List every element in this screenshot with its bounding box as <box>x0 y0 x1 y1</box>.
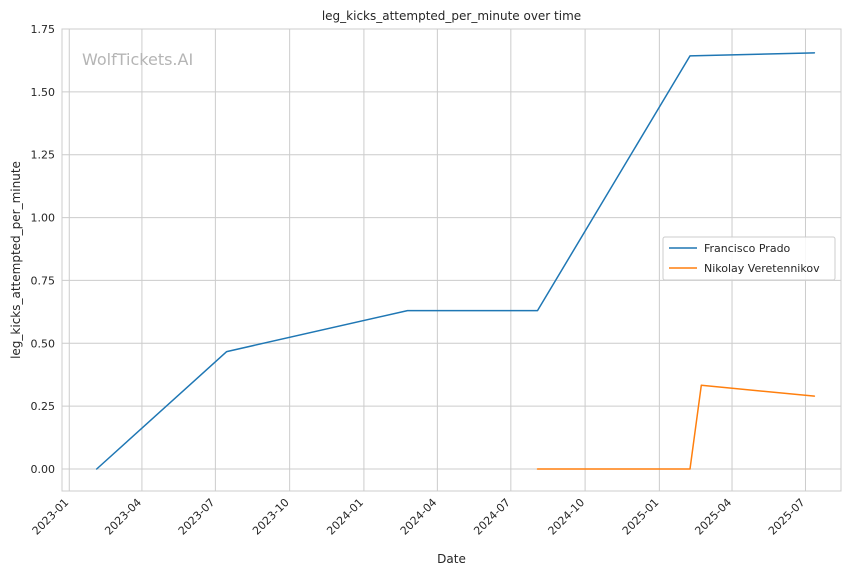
x-tick-label: 2025-04 <box>692 496 734 538</box>
x-tick-label: 2023-07 <box>176 496 218 538</box>
legend-box <box>662 236 836 281</box>
plot-frame <box>61 28 842 492</box>
legend: Francisco Prado Nikolay Veretennikov <box>662 236 836 281</box>
series-line-2 <box>536 384 816 470</box>
series-line-1 <box>95 52 816 470</box>
legend-label: Nikolay Veretennikov <box>704 262 820 275</box>
x-tick-label: 2024-07 <box>471 496 513 538</box>
x-tick-labels: 2023-01 2023-04 2023-07 2023-10 2024-01 2024-… <box>30 496 808 538</box>
x-tick-label: 2024-04 <box>398 496 440 538</box>
y-tick-label: 0.00 <box>31 463 56 476</box>
grid <box>62 28 841 491</box>
series-layer <box>95 52 816 470</box>
x-tick-label: 2023-01 <box>30 496 72 538</box>
legend-label: Francisco Prado <box>704 242 791 255</box>
watermark: WolfTickets.AI <box>82 50 193 69</box>
y-axis-label: leg_kicks_attempted_per_minute <box>9 161 23 359</box>
x-tick-label: 2024-10 <box>546 496 588 538</box>
x-tick-label: 2023-04 <box>102 496 144 538</box>
x-axis-label: Date <box>437 552 466 566</box>
y-tick-label: 1.75 <box>31 23 56 36</box>
y-tick-label: 1.25 <box>31 149 56 162</box>
x-tick-label: 2025-07 <box>766 496 808 538</box>
y-tick-label: 0.75 <box>31 274 56 287</box>
y-tick-label: 0.25 <box>31 400 56 413</box>
x-tick-label: 2025-01 <box>620 496 662 538</box>
x-tick-label: 2023-10 <box>250 496 292 538</box>
chart-title: leg_kicks_attempted_per_minute over time <box>322 9 581 23</box>
y-tick-label: 1.00 <box>31 212 56 225</box>
y-tick-label: 0.50 <box>31 337 56 350</box>
y-tick-labels: 0.00 0.25 0.50 0.75 1.00 1.25 1.50 1.75 <box>31 23 56 476</box>
x-tick-label: 2024-01 <box>324 496 366 538</box>
y-tick-label: 1.50 <box>31 86 56 99</box>
